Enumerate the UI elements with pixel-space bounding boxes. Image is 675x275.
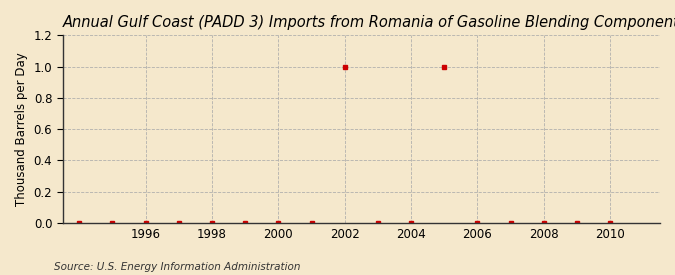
Text: Annual Gulf Coast (PADD 3) Imports from Romania of Gasoline Blending Components: Annual Gulf Coast (PADD 3) Imports from … — [63, 15, 675, 30]
Text: Source: U.S. Energy Information Administration: Source: U.S. Energy Information Administ… — [54, 262, 300, 272]
Y-axis label: Thousand Barrels per Day: Thousand Barrels per Day — [15, 52, 28, 206]
